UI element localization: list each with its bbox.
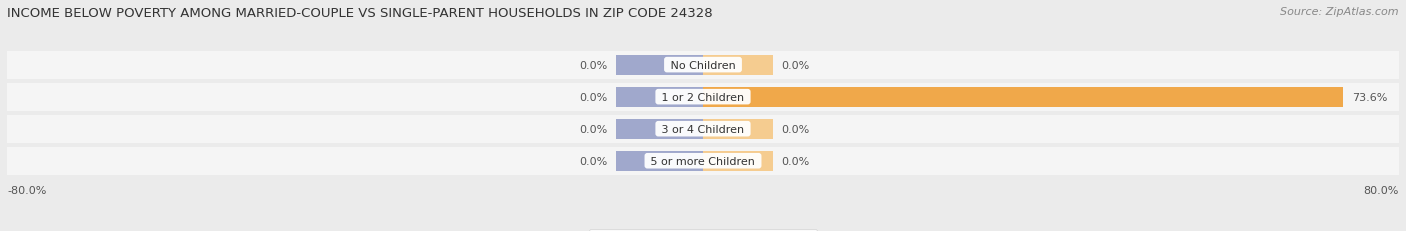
Text: No Children: No Children [666,60,740,70]
Text: -80.0%: -80.0% [7,185,46,195]
Text: 1 or 2 Children: 1 or 2 Children [658,92,748,102]
Legend: Married Couples, Single Parents: Married Couples, Single Parents [589,229,817,231]
Bar [7,51,1399,79]
Text: 73.6%: 73.6% [1353,92,1388,102]
Text: 0.0%: 0.0% [782,156,810,166]
Bar [616,151,703,171]
Bar [616,119,703,139]
Bar [7,83,1399,111]
Text: 0.0%: 0.0% [579,92,607,102]
Bar [703,87,1343,107]
Bar [703,119,773,139]
Text: 0.0%: 0.0% [782,124,810,134]
Text: 5 or more Children: 5 or more Children [647,156,759,166]
Bar [7,147,1399,175]
Text: 80.0%: 80.0% [1364,185,1399,195]
Text: 0.0%: 0.0% [782,60,810,70]
Text: Source: ZipAtlas.com: Source: ZipAtlas.com [1281,7,1399,17]
Bar [7,115,1399,143]
Bar [703,151,773,171]
Text: 0.0%: 0.0% [579,60,607,70]
Bar [616,87,703,107]
Text: 0.0%: 0.0% [579,156,607,166]
Text: INCOME BELOW POVERTY AMONG MARRIED-COUPLE VS SINGLE-PARENT HOUSEHOLDS IN ZIP COD: INCOME BELOW POVERTY AMONG MARRIED-COUPL… [7,7,713,20]
Text: 3 or 4 Children: 3 or 4 Children [658,124,748,134]
Text: 0.0%: 0.0% [579,124,607,134]
Bar [703,55,773,75]
Bar [616,55,703,75]
